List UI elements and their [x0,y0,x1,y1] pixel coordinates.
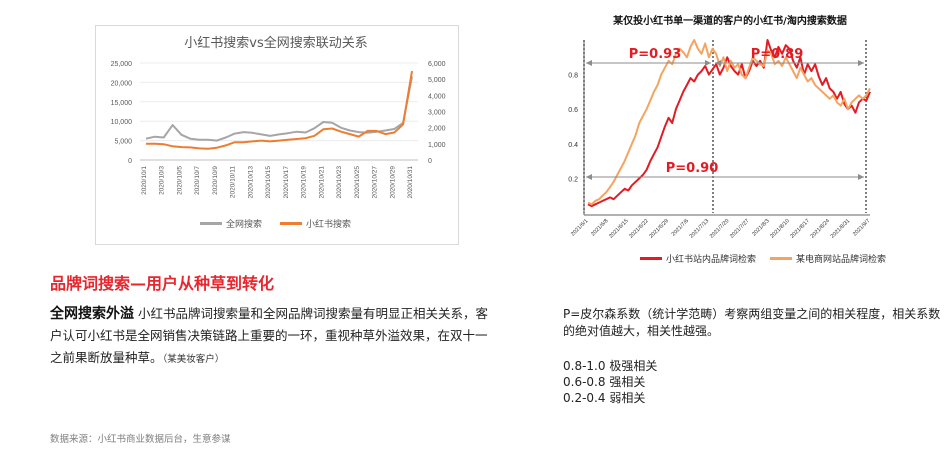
x-tick-label: 2020/10/1 [141,166,148,195]
right-chart-legend: 小红书站内品牌词检索 某电商网站品牌词检索 [640,252,886,265]
description-paragraph: 全网搜索外溢 小红书品牌词搜索量和全网品牌词搜索量有明显正相关关系，客户认可小红… [50,303,490,371]
x-tick-label: 2021/8/10 [769,218,791,240]
data-source: 数据来源：小红书商业数据后台，生意参谋 [50,434,231,445]
y2-tick-label: 1,000 [428,142,446,149]
arrow-p090-head-right [858,174,864,180]
x-tick-label: 2021/6/29 [648,218,670,240]
y-tick-label: 20,000 [111,80,133,87]
y-tick-label: 10,000 [111,119,133,126]
correlation-list: 0.8-1.0 极强相关 0.6-0.8 强相关 0.2-0.4 弱相关 [563,358,657,406]
series-line-all-search [145,76,413,142]
pearson-explanation: P=皮尔森系数（统计学范畴）考察两组变量之间的相关程度，相关系数的绝对值越大，相… [563,307,941,338]
x-tick-label: 2021/9/7 [852,218,871,237]
pearson-annotation: P=0.89 [751,47,804,62]
pearson-annotation: P=0.90 [666,161,719,176]
y-tick-label: 0.4 [568,142,578,149]
arrow-p089-head-left [715,60,721,66]
x-tick-label: 2021/6/15 [608,218,630,240]
y-tick-label: 0.6 [568,107,578,114]
x-tick-label: 2021/6/8 [590,218,609,237]
y-tick-label: 0.8 [568,73,578,80]
arrow-p090-head-left [586,174,592,180]
legend-item-ecom-brand: 某电商网站品牌词检索 [770,252,886,265]
y-tick-label: 0 [128,158,132,165]
x-tick-label: 2020/10/13 [247,166,254,199]
y-tick-label: 25,000 [111,61,133,68]
y-tick-label: 5,000 [114,139,132,146]
y2-tick-label: 4,000 [428,93,446,100]
legend-item-all-search: 全网搜索 [200,217,262,230]
x-tick-label: 2020/10/27 [372,166,379,199]
x-tick-label: 2020/10/11 [230,166,237,198]
x-tick-label: 2021/7/13 [689,218,711,240]
x-tick-label: 2020/10/17 [283,166,290,199]
series-line-ecom-brand [587,39,871,206]
pearson-annotation: P=0.93 [629,47,682,62]
x-tick-label: 2021/6/1 [570,218,589,237]
arrow-p093-head-right [705,60,711,66]
x-tick-label: 2020/10/7 [194,166,201,195]
corr-item: 0.2-0.4 弱相关 [563,391,646,405]
x-tick-label: 2020/10/23 [336,166,343,199]
x-tick-label: 2021/7/27 [729,218,751,240]
x-tick-label: 2021/6/22 [628,218,650,240]
x-tick-label: 2020/10/19 [301,166,308,199]
arrow-p093-head-left [586,60,592,66]
x-tick-label: 2020/10/31 [407,166,414,199]
arrow-p089-head-right [858,60,864,66]
y2-tick-label: 6,000 [428,61,446,68]
x-tick-label: 2020/10/5 [176,166,183,195]
x-tick-label: 2021/7/6 [671,218,690,237]
x-tick-label: 2021/7/20 [709,218,731,240]
x-tick-label: 2020/10/15 [265,166,272,199]
left-chart-legend: 全网搜索 小红书搜索 [200,217,351,230]
para-note: （某美妆客户） [162,354,225,365]
x-tick-label: 2021/8/31 [830,218,852,240]
y2-tick-label: 5,000 [428,77,446,84]
y2-tick-label: 0 [428,158,432,165]
series-line-xhs-search [146,70,413,150]
corr-item: 0.6-0.8 强相关 [563,375,646,389]
section-title: 品牌词搜索—用户从种草到转化 [50,274,275,293]
right-chart-title: 某仅投小红书单一渠道的客户的小红书/淘内搜索数据 [613,16,847,27]
x-tick-label: 2020/10/29 [389,166,396,199]
x-tick-label: 2020/10/25 [354,166,361,199]
y-tick-label: 15,000 [111,100,133,107]
legend-item-xhs-search: 小红书搜索 [280,217,351,230]
para-heading: 全网搜索外溢 [50,306,134,322]
x-tick-label: 2020/10/9 [212,166,219,195]
corr-item: 0.8-1.0 极强相关 [563,359,658,373]
x-tick-label: 2021/8/17 [789,218,811,240]
x-tick-label: 2020/10/3 [159,166,166,195]
x-tick-label: 2020/10/21 [318,166,325,199]
y-tick-label: 0.2 [568,176,578,183]
y2-tick-label: 2,000 [428,126,446,133]
series-line-xhs-brand [587,39,871,208]
x-tick-label: 2021/8/3 [751,218,770,237]
left-chart-title: 小红书搜索vs全网搜索联动关系 [184,36,368,51]
x-tick-label: 2021/8/24 [810,218,832,240]
y2-tick-label: 3,000 [428,110,446,117]
para-body: 小红书品牌词搜索量和全网品牌词搜索量有明显正相关关系，客户认可小红书是全网销售决… [50,306,488,365]
legend-item-xhs-brand: 小红书站内品牌词检索 [640,252,756,265]
